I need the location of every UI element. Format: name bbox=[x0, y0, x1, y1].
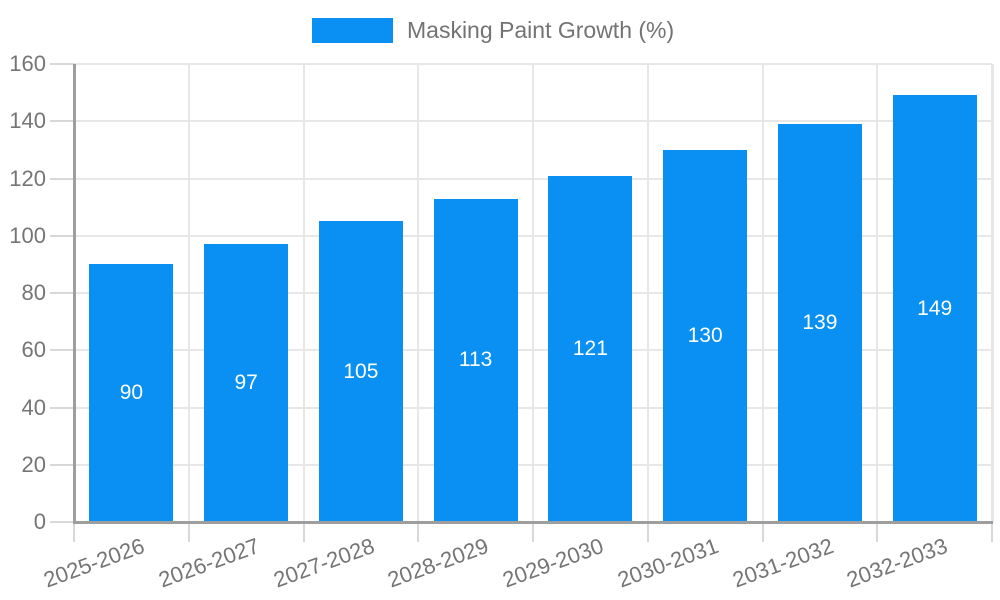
y-gridline bbox=[74, 120, 992, 123]
bar-2031-2032[interactable]: 139 bbox=[777, 124, 862, 522]
x-axis-line bbox=[73, 521, 993, 524]
bar-2028-2029[interactable]: 113 bbox=[433, 198, 518, 522]
x-axis-label: 2032-2033 bbox=[843, 533, 952, 593]
x-axis-label: 2025-2026 bbox=[40, 533, 148, 593]
bar-2026-2027[interactable]: 97 bbox=[204, 244, 289, 522]
x-axis-tick bbox=[991, 524, 993, 542]
y-axis-line bbox=[73, 64, 76, 524]
x-axis-label: 2031-2032 bbox=[729, 533, 837, 593]
y-axis-label: 160 bbox=[9, 51, 46, 76]
y-gridline bbox=[74, 349, 992, 352]
x-axis-tick bbox=[532, 524, 534, 542]
y-axis-tick bbox=[50, 63, 74, 65]
legend-swatch bbox=[312, 18, 393, 43]
y-axis-label: 140 bbox=[9, 108, 46, 134]
y-gridline bbox=[74, 292, 992, 294]
x-axis-tick bbox=[876, 524, 879, 542]
bar-2025-2026[interactable]: 90 bbox=[89, 264, 174, 522]
bar-value-label: 139 bbox=[802, 311, 838, 335]
y-axis-label: 100 bbox=[9, 222, 46, 248]
y-axis-tick bbox=[50, 521, 74, 523]
y-gridline bbox=[74, 177, 992, 180]
x-axis-tick bbox=[187, 524, 190, 542]
y-axis-tick bbox=[50, 234, 74, 237]
legend-item[interactable]: Masking Paint Growth (%) bbox=[312, 17, 674, 44]
x-axis-label: 2026-2027 bbox=[155, 533, 263, 593]
bar-value-label: 130 bbox=[687, 323, 723, 347]
bar-value-label: 149 bbox=[917, 296, 953, 320]
x-axis-tick bbox=[761, 524, 764, 542]
bar-2029-2030[interactable]: 121 bbox=[548, 175, 633, 522]
y-axis-label: 120 bbox=[9, 165, 46, 191]
y-gridline bbox=[74, 234, 992, 237]
y-gridline bbox=[74, 63, 992, 65]
y-gridline bbox=[74, 463, 992, 466]
x-axis-label: 2028-2029 bbox=[384, 533, 493, 593]
x-axis-tick bbox=[302, 524, 305, 542]
plot-right-border bbox=[992, 64, 994, 522]
y-axis-tick bbox=[50, 406, 74, 409]
bar-2032-2033[interactable]: 149 bbox=[892, 95, 977, 522]
x-axis-tick bbox=[646, 524, 649, 542]
x-axis-label: 2027-2028 bbox=[270, 533, 378, 593]
y-axis-tick bbox=[50, 463, 74, 466]
y-gridline bbox=[74, 406, 992, 409]
y-axis-tick bbox=[50, 177, 74, 180]
y-axis-label: 80 bbox=[21, 280, 46, 305]
bar-value-label: 97 bbox=[234, 371, 258, 395]
y-axis-label: 40 bbox=[21, 394, 46, 420]
y-axis-label: 0 bbox=[33, 509, 46, 534]
bar-value-label: 113 bbox=[458, 348, 493, 372]
x-axis-label: 2030-2031 bbox=[614, 533, 722, 593]
bar-value-label: 121 bbox=[572, 336, 608, 360]
x-axis-label: 2029-2030 bbox=[499, 533, 607, 593]
y-axis-tick bbox=[50, 292, 74, 294]
bar-2030-2031[interactable]: 130 bbox=[663, 149, 748, 522]
y-axis-label: 20 bbox=[21, 451, 46, 477]
x-axis-tick bbox=[73, 524, 75, 542]
bar-value-label: 90 bbox=[119, 381, 144, 405]
bar-value-label: 105 bbox=[343, 359, 379, 383]
y-axis-tick bbox=[50, 120, 74, 123]
y-axis-label: 60 bbox=[21, 337, 46, 363]
bar-2027-2028[interactable]: 105 bbox=[318, 221, 403, 522]
x-axis-tick bbox=[417, 524, 420, 542]
y-axis-tick bbox=[50, 349, 74, 352]
legend-label: Masking Paint Growth (%) bbox=[407, 17, 675, 43]
